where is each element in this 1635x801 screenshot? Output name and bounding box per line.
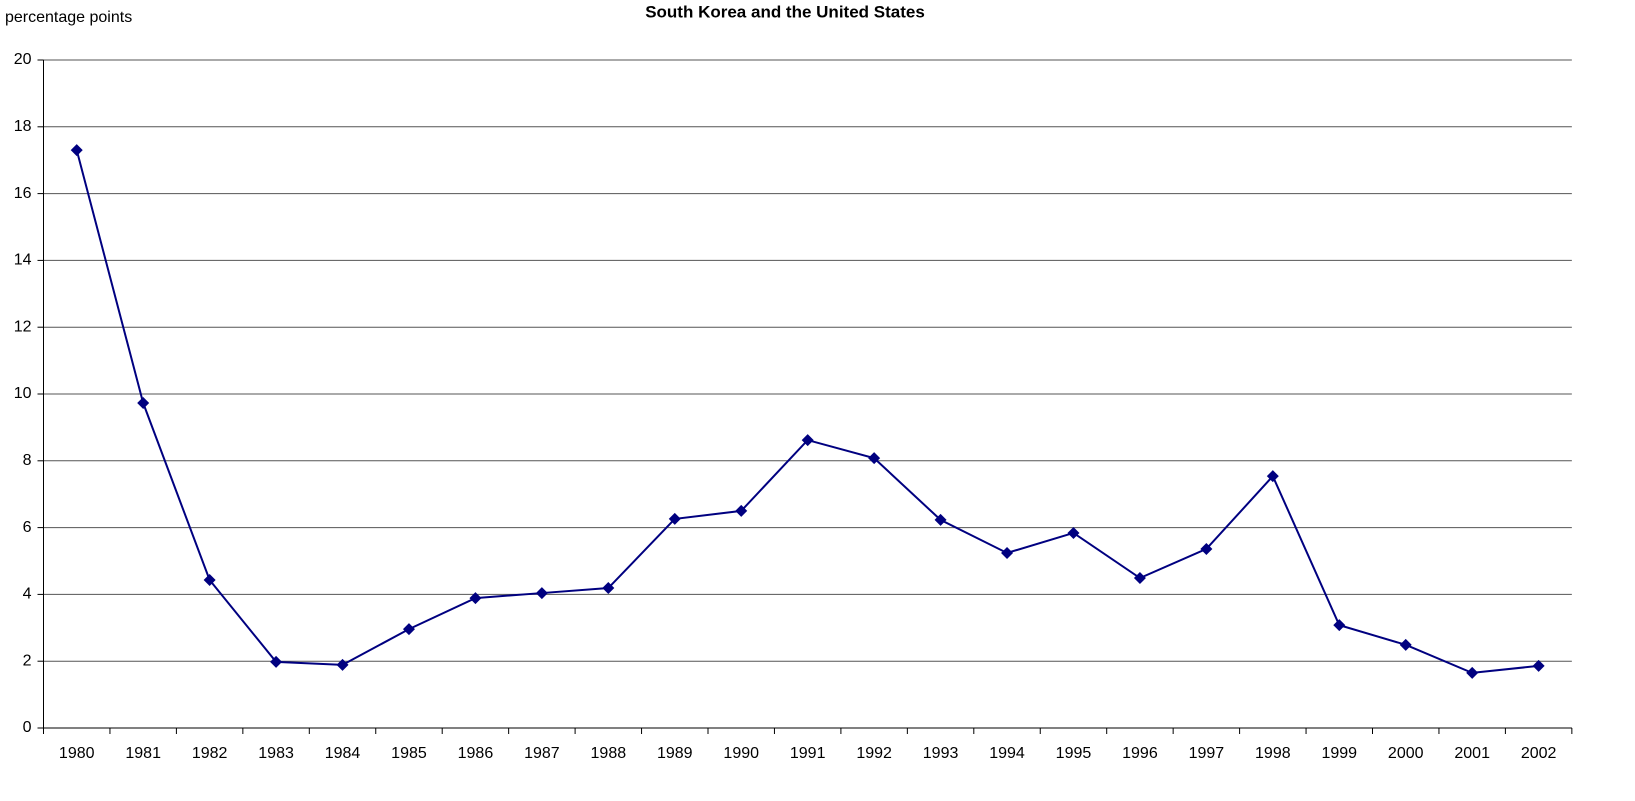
x-tick-label: 1980: [59, 745, 95, 762]
x-tick-label: 1986: [458, 745, 494, 762]
chart-title: South Korea and the United States: [645, 2, 925, 21]
marker: [1001, 546, 1014, 559]
x-tick-label: 1993: [923, 745, 959, 762]
x-tick-label: 1982: [192, 745, 228, 762]
x-tick-label: 1987: [524, 745, 560, 762]
x-tick-label: 1995: [1056, 745, 1092, 762]
x-tick-label: 1981: [125, 745, 161, 762]
y-tick-label: 14: [14, 252, 32, 269]
x-tick-label: 1992: [856, 745, 892, 762]
marker: [868, 452, 881, 465]
marker: [469, 592, 482, 605]
marker: [402, 623, 415, 636]
x-tick-label: 1994: [989, 745, 1025, 762]
y-axis-label: percentage points: [5, 9, 132, 26]
x-tick-label: 1998: [1255, 745, 1291, 762]
y-tick-label: 4: [23, 586, 32, 603]
marker: [270, 655, 283, 668]
x-tick-label: 1990: [723, 745, 759, 762]
x-tick-label: 2001: [1454, 745, 1490, 762]
marker: [668, 512, 681, 525]
x-tick-label: 1988: [591, 745, 627, 762]
marker: [1133, 572, 1146, 585]
marker: [535, 587, 548, 600]
marker: [203, 574, 216, 587]
marker: [336, 658, 349, 671]
marker: [602, 582, 615, 595]
marker: [1466, 666, 1479, 679]
marker: [801, 434, 814, 447]
marker: [1200, 542, 1213, 555]
x-tick-label: 1996: [1122, 745, 1158, 762]
marker: [934, 513, 947, 526]
x-tick-label: 1991: [790, 745, 826, 762]
marker: [70, 144, 83, 157]
y-tick-label: 10: [14, 385, 32, 402]
marker: [735, 504, 748, 517]
x-tick-label: 1989: [657, 745, 693, 762]
y-tick-label: 2: [23, 652, 32, 669]
marker: [1399, 638, 1412, 651]
x-tick-label: 1983: [258, 745, 294, 762]
x-tick-label: 2000: [1388, 745, 1424, 762]
marker: [1266, 470, 1279, 483]
y-tick-label: 6: [23, 519, 32, 536]
y-tick-label: 16: [14, 185, 32, 202]
marker: [1067, 526, 1080, 539]
y-tick-label: 12: [14, 318, 32, 335]
x-tick-label: 1985: [391, 745, 427, 762]
marker: [137, 397, 150, 410]
x-tick-label: 2002: [1521, 745, 1557, 762]
y-tick-label: 8: [23, 452, 32, 469]
y-tick-label: 20: [14, 51, 32, 68]
marker: [1532, 659, 1545, 672]
y-tick-label: 0: [23, 719, 32, 736]
x-tick-label: 1997: [1189, 745, 1225, 762]
y-tick-label: 18: [14, 118, 32, 135]
marker: [1333, 619, 1346, 632]
x-tick-label: 1999: [1321, 745, 1357, 762]
x-tick-label: 1984: [325, 745, 361, 762]
